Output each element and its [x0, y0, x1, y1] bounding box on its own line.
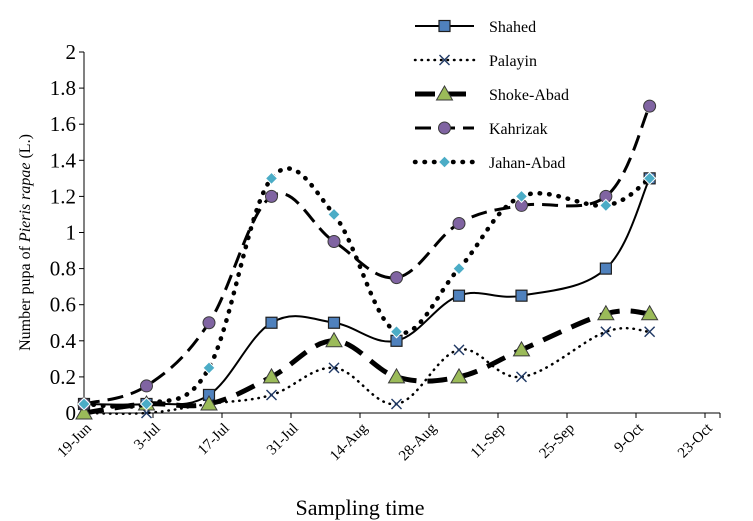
x-marker-stroke: [644, 326, 656, 338]
y-axis-title: Number pupa of Pieris rapae (L.): [17, 134, 34, 351]
series-kahrizak: [77, 99, 657, 411]
data-point: [390, 271, 403, 285]
legend-swatch-marker: [438, 121, 451, 135]
series-layer: [75, 99, 659, 420]
y-axis: 0 0.2 0.4 0.6 0.8 1 1.2 1.4 1.6 1.8 2: [50, 40, 85, 425]
x-axis: 19-Jun 3-Jul 17-Jul 31-Jul 14-Aug 28-Aug 11-Se…: [55, 412, 721, 464]
legend-swatch-marker: [437, 155, 452, 169]
series-line: [83, 105, 651, 406]
x-tick-label: 9-Oct: [611, 420, 647, 456]
data-point: [139, 397, 154, 411]
legend-swatch-marker: [439, 54, 450, 66]
data-point: [265, 189, 278, 203]
legend-entry: Kahrizak: [415, 121, 548, 138]
data-point: [202, 316, 216, 330]
data-point: [140, 379, 153, 393]
data-point: [643, 99, 657, 113]
data-point: [642, 171, 657, 186]
legend-label: Shoke-Abad: [489, 87, 569, 104]
y-tick-label: 0.6: [50, 293, 76, 317]
legend-swatch-marker: [438, 19, 451, 33]
y-tick-label: 2: [66, 40, 77, 64]
data-point: [452, 216, 466, 230]
x-tick-label: 25-Sep: [536, 421, 577, 462]
data-point: [452, 261, 466, 276]
data-point: [387, 367, 406, 384]
data-point: [266, 389, 277, 401]
data-point: [599, 198, 613, 213]
x-marker-stroke: [453, 344, 465, 356]
legend-label: Jahan-Abad: [489, 155, 565, 172]
data-point: [327, 207, 341, 222]
data-point: [327, 316, 341, 329]
data-point: [640, 304, 659, 321]
series-line: [83, 308, 650, 416]
data-point: [599, 262, 612, 275]
legend: Shahed Palayin Shoke-Abad Kahrizak Jahan-Aba…: [412, 19, 569, 172]
y-tick-label: 0: [66, 401, 77, 425]
x-marker-stroke: [266, 389, 277, 401]
legend-label: Shahed: [489, 19, 536, 36]
data-point: [452, 289, 466, 302]
y-tick-label: 1: [66, 221, 77, 245]
x-marker-stroke: [516, 371, 527, 383]
legend-entry: Palayin: [413, 53, 537, 70]
y-tick-label: 1.6: [50, 112, 76, 136]
series-shoke-abad: [75, 304, 659, 420]
x-axis-title: Sampling time: [296, 495, 425, 520]
y-axis-title-prefix: Number pupa of: [17, 242, 34, 351]
data-point: [515, 289, 528, 302]
x-marker-stroke: [600, 326, 612, 338]
legend-label: Palayin: [489, 53, 537, 70]
series-jahan-abad: [77, 166, 657, 411]
y-tick-label: 1.4: [50, 148, 77, 172]
y-tick-label: 0.4: [50, 329, 77, 353]
x-tick-label: 31-Jul: [264, 421, 302, 459]
x-tick-label: 3-Jul: [131, 421, 164, 454]
legend-swatch-marker: [435, 84, 454, 101]
y-tick-label: 1.2: [50, 184, 76, 208]
data-point: [265, 316, 278, 329]
data-point: [75, 403, 93, 420]
y-tick-label: 0.2: [50, 365, 76, 389]
data-point: [389, 325, 404, 339]
data-point: [600, 326, 612, 338]
data-point: [391, 398, 402, 410]
series-line: [81, 166, 652, 410]
data-point: [450, 367, 468, 384]
legend-entry: Shahed: [415, 19, 536, 36]
legend-entry: Jahan-Abad: [412, 155, 565, 172]
data-point: [514, 189, 529, 204]
x-marker-stroke: [328, 362, 340, 374]
x-tick-label: 11-Sep: [468, 421, 509, 462]
data-point: [516, 371, 527, 383]
x-marker-stroke: [439, 54, 450, 66]
data-point: [328, 362, 340, 374]
y-tick-label: 1.8: [50, 76, 76, 100]
data-point: [325, 331, 343, 348]
y-tick-label: 0.8: [50, 257, 76, 281]
data-point: [202, 361, 216, 375]
y-axis-title-species: Pieris rapae: [17, 163, 34, 244]
data-point: [264, 171, 279, 186]
x-tick-label: 28-Aug: [396, 420, 440, 464]
x-tick-label: 17-Jul: [195, 421, 233, 459]
legend-label: Kahrizak: [489, 121, 548, 138]
data-point: [262, 367, 281, 384]
legend-entry: Shoke-Abad: [415, 84, 569, 104]
data-point: [644, 326, 656, 338]
x-tick-label: 14-Aug: [327, 420, 371, 464]
data-point: [512, 340, 531, 357]
x-marker-stroke: [391, 398, 402, 410]
data-point: [77, 397, 91, 411]
data-point: [200, 394, 218, 411]
data-point: [327, 235, 341, 249]
x-tick-label: 23-Oct: [675, 420, 716, 461]
series-line: [83, 177, 651, 406]
data-point: [453, 344, 465, 356]
y-axis-title-suffix: (L.): [17, 134, 34, 162]
data-point: [597, 304, 615, 321]
x-tick-label: 19-Jun: [55, 420, 96, 461]
